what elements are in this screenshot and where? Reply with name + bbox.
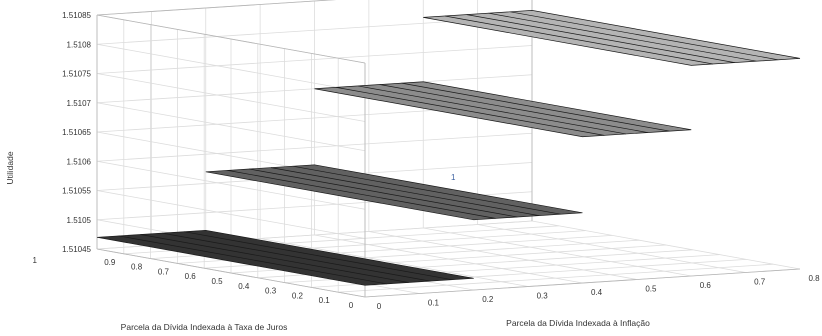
side-wall-grid-line bbox=[96, 73, 366, 122]
surface-panel bbox=[205, 164, 583, 221]
z-tick-label: 1.5108 bbox=[67, 40, 92, 49]
surface-mesh-line bbox=[379, 84, 648, 133]
y-tick-label: 0.9 bbox=[104, 258, 116, 267]
y-tick-label: 1 bbox=[33, 256, 38, 265]
surface-mesh-line bbox=[140, 234, 409, 283]
x-tick-label: 0.8 bbox=[808, 274, 820, 283]
y-tick-label: 0.1 bbox=[319, 296, 331, 305]
surface-mesh-line bbox=[510, 11, 779, 61]
y-tick-label: 0.4 bbox=[238, 282, 250, 291]
surface-mesh-line bbox=[118, 235, 387, 285]
back-wall-grid-line bbox=[96, 45, 533, 74]
axis-box-edge bbox=[96, 14, 366, 64]
z-tick-label: 1.5105 bbox=[67, 216, 92, 225]
surface-panel bbox=[314, 81, 692, 138]
axis-box-edge bbox=[96, 0, 337, 16]
surface-mesh-line bbox=[227, 170, 496, 219]
surface-mesh-line bbox=[292, 165, 561, 215]
y-tick-label: 0 bbox=[349, 301, 354, 310]
y-tick-label: 0.5 bbox=[211, 277, 223, 286]
surface-mesh-line bbox=[183, 231, 453, 281]
tick-labels: 1.51045 1.5105 1.51055 1.5106 1.51065 1.5107 1… bbox=[33, 11, 821, 311]
surface-mesh-line bbox=[466, 14, 735, 63]
surface-mesh-line bbox=[401, 82, 670, 132]
x-tick-label: 0 bbox=[377, 302, 382, 311]
surface-annotation: 1 bbox=[451, 173, 456, 182]
surface-mesh-line bbox=[270, 167, 540, 216]
axis-box-edge bbox=[96, 248, 366, 298]
axis-box-edge bbox=[364, 268, 801, 298]
surface-mesh-line bbox=[357, 85, 627, 135]
surface-mesh-line bbox=[162, 232, 431, 282]
z-tick-label: 1.51045 bbox=[62, 245, 91, 254]
y-tick-label: 0.3 bbox=[265, 287, 277, 296]
surface-panel bbox=[423, 10, 801, 66]
x-tick-label: 0.1 bbox=[428, 299, 440, 308]
x-tick-label: 0.5 bbox=[645, 285, 657, 294]
side-wall-grid-line bbox=[96, 43, 366, 93]
z-tick-label: 1.51065 bbox=[62, 128, 91, 137]
x-tick-label: 0.3 bbox=[537, 292, 549, 301]
x-axis-label: Parcela da Dívida Indexada à Inflação bbox=[506, 318, 650, 328]
side-wall-grid-line bbox=[96, 102, 366, 152]
side-wall-grid-line bbox=[96, 160, 366, 210]
side-wall-grid-line bbox=[96, 190, 366, 239]
y-tick-label: 0.6 bbox=[185, 272, 197, 281]
y-axis-label: Parcela da Dívida Indexada à Taxa de Jur… bbox=[121, 322, 288, 332]
z-tick-label: 1.5107 bbox=[67, 99, 92, 108]
surface-plot bbox=[96, 10, 801, 286]
z-tick-label: 1.51055 bbox=[62, 187, 91, 196]
x-tick-label: 0.7 bbox=[754, 278, 766, 287]
surface-mesh-line bbox=[488, 12, 757, 62]
surface-mesh-line bbox=[336, 87, 605, 136]
surface-panel bbox=[96, 229, 474, 286]
y-tick-label: 0.7 bbox=[158, 267, 170, 276]
y-tick-label: 0.2 bbox=[292, 291, 304, 300]
x-tick-label: 0.4 bbox=[591, 288, 603, 297]
x-tick-label: 0.6 bbox=[700, 281, 712, 290]
x-tick-label: 0.2 bbox=[482, 295, 494, 304]
back-wall-grid-line bbox=[96, 132, 533, 162]
floor-grid-line bbox=[338, 263, 774, 293]
z-axis-label: Utilidade bbox=[5, 151, 15, 184]
z-tick-label: 1.51085 bbox=[62, 11, 91, 20]
z-tick-label: 1.51075 bbox=[62, 70, 91, 79]
y-tick-label: 0.8 bbox=[131, 263, 143, 272]
surface-mesh-line bbox=[444, 15, 714, 65]
z-tick-label: 1.5106 bbox=[67, 157, 92, 166]
surface-mesh-line bbox=[249, 168, 518, 218]
